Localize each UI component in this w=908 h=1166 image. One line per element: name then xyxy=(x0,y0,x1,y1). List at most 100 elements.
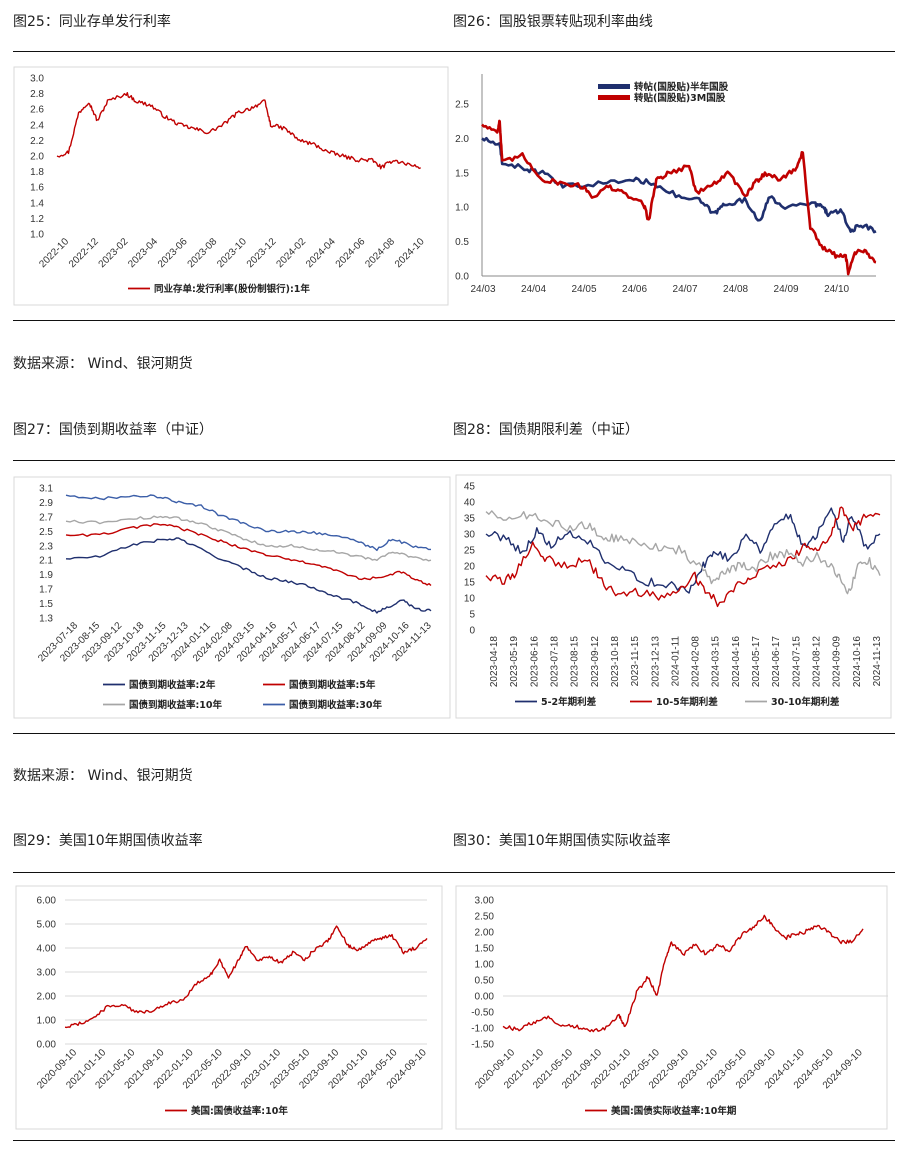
y-tick-label: 2.9 xyxy=(39,498,53,509)
y-tick-label: 1.4 xyxy=(30,198,44,209)
y-tick-label: 1.5 xyxy=(455,168,469,179)
legend-label: 5-2年期利差 xyxy=(541,696,597,708)
x-tick-label: 2023-04-18 xyxy=(489,636,500,688)
chart-frame xyxy=(13,476,451,719)
chart-fig29: 6.005.004.003.002.001.000.002020-09-1020… xyxy=(15,885,443,1130)
x-tick-label: 2023-05-19 xyxy=(509,636,520,688)
legend-label: 美国:国债实际收益率:10年期 xyxy=(610,1105,736,1117)
chart-fig27: 3.12.92.72.52.32.11.91.71.51.32023-07-18… xyxy=(13,476,451,719)
y-tick-label: 1.7 xyxy=(39,585,53,596)
y-tick-label: 2.2 xyxy=(30,136,44,147)
figure-26-title: 图26：国股银票转贴现利率曲线 xyxy=(453,14,653,30)
series-line xyxy=(56,92,421,170)
chart-frame xyxy=(15,885,443,1130)
y-tick-label: 2.3 xyxy=(39,541,53,552)
y-tick-label: 2.7 xyxy=(39,512,53,523)
y-tick-label: 1.6 xyxy=(30,183,44,194)
y-tick-label: 25 xyxy=(464,546,476,557)
series-line xyxy=(481,136,877,234)
figure-27-panel: 3.1 2.9 2.7 2.5 2.3 2.1 1.9 1.7 1.5 1.3 2023-07-18… xyxy=(13,476,451,719)
series-line xyxy=(481,119,877,276)
x-tick-label: 2023-08-15 xyxy=(570,636,581,688)
legend-label: 美国:国债收益率:10年 xyxy=(190,1105,288,1117)
series-line xyxy=(65,494,431,552)
x-tick-label: 24/08 xyxy=(723,284,748,295)
x-tick-label: 2023-10-18 xyxy=(610,636,621,688)
series-line xyxy=(65,537,432,614)
y-tick-label: 5 xyxy=(469,610,475,621)
figure-27-title: 图27：国债到期收益率（中证） xyxy=(13,422,213,438)
y-tick-label: -1.00 xyxy=(471,1024,494,1035)
x-tick-label: 2024-03-15 xyxy=(711,636,722,688)
series-line xyxy=(485,510,881,595)
y-tick-label: 4.00 xyxy=(37,944,57,955)
figure-29-panel: 6.00 5.00 4.00 3.00 2.00 1.00 0.00 2020-09-10 20… xyxy=(15,885,443,1130)
y-tick-label: 1.8 xyxy=(30,167,44,178)
y-tick-label: 2.5 xyxy=(455,100,469,111)
divider-3 xyxy=(13,733,895,734)
chart-frame xyxy=(13,66,449,306)
y-tick-label: 0.00 xyxy=(475,992,495,1003)
y-tick-label: 6.00 xyxy=(37,896,57,907)
chart-fig30: 3.00 2.50 2.00 1.50 1.00 0.50 0.00 -0.50 -1.00 -1… xyxy=(455,885,888,1130)
x-tick-label: 24/10 xyxy=(824,284,849,295)
chart-frame xyxy=(455,885,888,1130)
y-tick-label: 1.3 xyxy=(39,614,53,625)
y-tick-label: 5.00 xyxy=(37,920,57,931)
y-tick-label: 45 xyxy=(464,482,476,493)
x-tick-label: 2023-07-18 xyxy=(549,636,560,688)
top-divider xyxy=(13,51,895,52)
legend-label: 国债到期收益率:10年 xyxy=(129,699,223,711)
legend-label: 30-10年期利差 xyxy=(771,696,840,708)
x-tick-label: 2024-09-09 xyxy=(832,636,843,688)
y-tick-label: 1.00 xyxy=(475,960,495,971)
x-tick-label: 2023-09-12 xyxy=(590,636,601,688)
y-tick-label: 40 xyxy=(464,498,476,509)
figure-26-panel: 2.5 2.0 1.5 1.0 0.5 0.0 24/03 24/04 24/05 24/06 24… xyxy=(448,66,888,306)
y-tick-label: 35 xyxy=(464,514,476,525)
y-tick-label: 1.50 xyxy=(475,944,495,955)
y-tick-label: 2.50 xyxy=(475,912,495,923)
figure-29-title: 图29：美国10年期国债收益率 xyxy=(13,833,203,849)
x-tick-label: 2024-06-17 xyxy=(771,636,782,688)
x-tick-label: 24/06 xyxy=(622,284,647,295)
y-tick-label: 2.0 xyxy=(455,134,469,145)
x-tick-label: 2023-06-16 xyxy=(529,636,540,688)
y-tick-label: 2.00 xyxy=(37,992,57,1003)
legend-label: 转贴(国股贴)3M国股 xyxy=(634,92,726,104)
divider-4 xyxy=(13,872,895,873)
y-tick-label: 1.00 xyxy=(37,1016,57,1027)
series-line xyxy=(65,515,432,562)
figure-28-panel: 45 40 35 30 25 20 15 10 5 0 2023-04-18 2023-05-19 20… xyxy=(455,474,892,719)
x-tick-label: 2024-07-15 xyxy=(791,636,802,688)
figure-28-title: 图28：国债期限利差（中证） xyxy=(453,422,639,438)
figure-30-panel: 3.00 2.50 2.00 1.50 1.00 0.50 0.00 -0.50 -1.00 -1… xyxy=(455,885,888,1130)
y-tick-label: 1.0 xyxy=(30,230,44,241)
y-tick-label: 1.2 xyxy=(30,214,44,225)
series-line xyxy=(485,507,881,594)
y-tick-label: 0 xyxy=(469,626,475,637)
x-tick-label: 2023-11-15 xyxy=(630,636,641,687)
x-tick-label: 2023-12-13 xyxy=(650,636,661,688)
x-tick-label: 24/05 xyxy=(572,284,597,295)
legend-label: 10-5年期利差 xyxy=(656,696,718,708)
x-tick-label: 2024-04-16 xyxy=(731,636,742,688)
bottom-divider xyxy=(13,1140,895,1141)
y-tick-label: 2.00 xyxy=(475,928,495,939)
y-tick-label: 3.00 xyxy=(37,968,57,979)
y-tick-label: 1.0 xyxy=(455,203,469,214)
divider-1 xyxy=(13,320,895,321)
y-tick-label: 3.1 xyxy=(39,484,53,495)
y-tick-label: 10 xyxy=(464,594,476,605)
data-source-1: 数据来源： Wind、银河期货 xyxy=(13,356,193,372)
legend-label: 国债到期收益率:2年 xyxy=(129,679,216,691)
divider-2 xyxy=(13,460,895,461)
x-tick-label: 24/09 xyxy=(774,284,799,295)
series-line xyxy=(64,925,428,1029)
series-line xyxy=(485,506,881,608)
figure-25-panel: 3.0 2.8 2.6 2.4 2.2 2.0 1.8 1.6 1.4 1.2 1.0 2022-10… xyxy=(13,66,449,306)
y-tick-label: 0.00 xyxy=(37,1040,57,1051)
series-line xyxy=(502,914,864,1033)
y-tick-label: 2.6 xyxy=(30,105,44,116)
data-source-2: 数据来源： Wind、银河期货 xyxy=(13,768,193,784)
